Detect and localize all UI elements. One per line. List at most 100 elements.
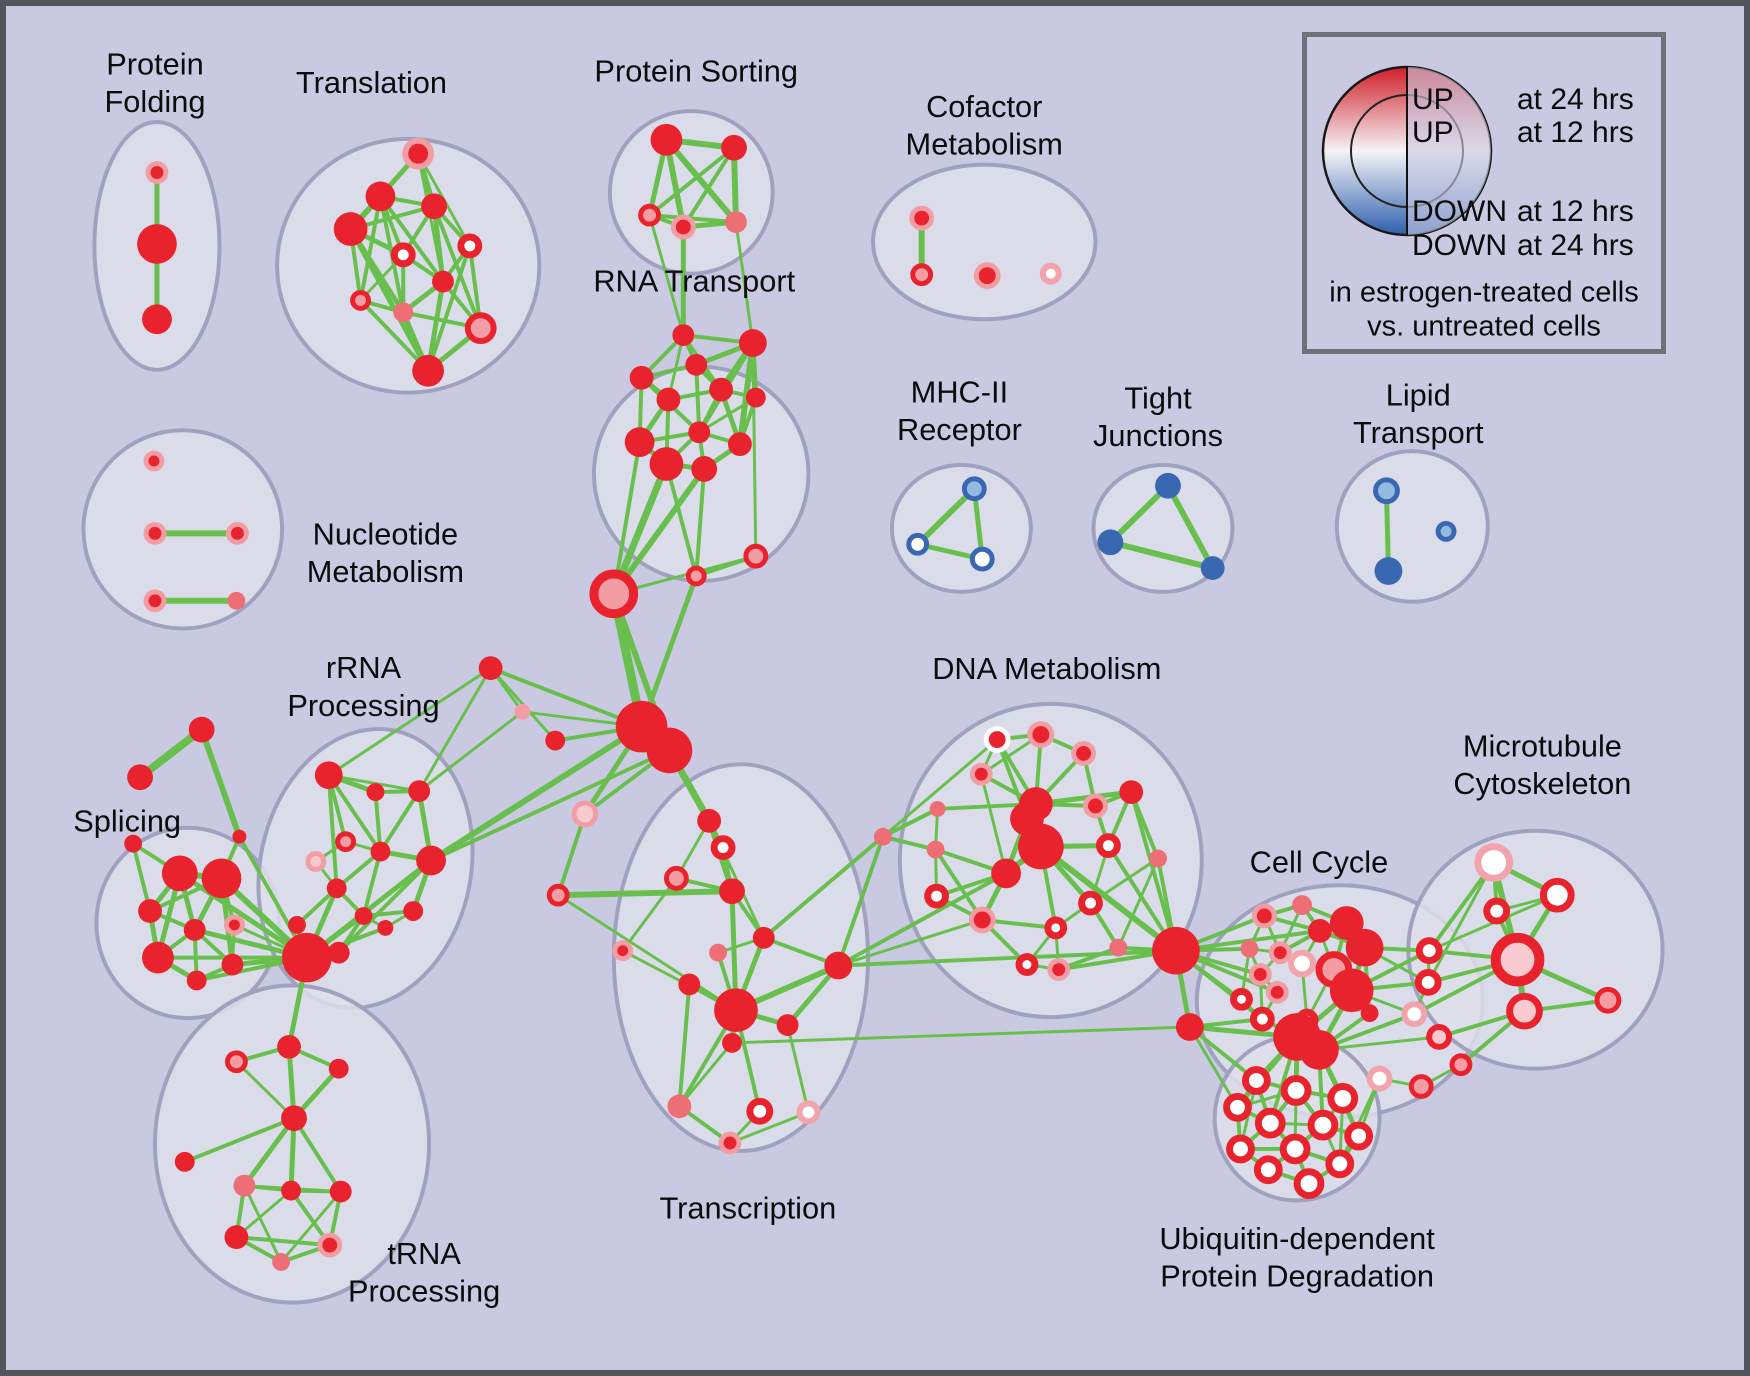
gene-node-50	[138, 899, 162, 923]
gene-node-151	[1254, 1107, 1286, 1139]
legend-down24-word: DOWN	[1412, 229, 1507, 262]
gene-node-152	[1307, 1109, 1339, 1141]
gene-node-9	[432, 270, 454, 293]
gene-node-116	[1152, 926, 1200, 975]
gene-node-6	[421, 193, 447, 220]
gene-node-119	[1292, 895, 1312, 916]
gene-node-158	[1293, 1168, 1325, 1200]
legend-up12-time: at 12 hrs	[1517, 116, 1634, 149]
legend-up24-word: UP	[1412, 83, 1454, 116]
gene-node-117	[1175, 1013, 1204, 1041]
gene-node-64	[416, 845, 446, 876]
edge	[556, 811, 587, 898]
gene-node-122	[1345, 928, 1384, 967]
edge	[1164, 482, 1216, 572]
gene-node-92	[709, 943, 728, 962]
gene-node-169	[1435, 520, 1457, 542]
gene-node-30	[691, 456, 718, 482]
gene-node-65	[326, 878, 347, 899]
gene-node-154	[1226, 1134, 1255, 1164]
gene-node-75	[174, 1151, 195, 1172]
gene-node-145	[1594, 986, 1622, 1014]
gene-node-177	[143, 589, 167, 613]
gene-node-166	[1200, 556, 1225, 580]
gene-node-136	[1415, 937, 1443, 965]
gene-node-62	[305, 851, 327, 872]
gene-node-72	[224, 1050, 248, 1074]
gene-node-2	[142, 304, 172, 335]
gene-node-31	[685, 565, 707, 587]
edge	[336, 858, 434, 955]
gene-node-39	[719, 878, 745, 905]
cluster-label-tight-junctions: Tight Junctions	[1093, 380, 1223, 453]
gene-node-156	[1325, 1149, 1355, 1179]
gene-node-138	[1401, 1001, 1428, 1028]
gene-node-5	[333, 212, 368, 246]
gene-node-90	[718, 1131, 742, 1155]
edge	[1317, 1035, 1441, 1052]
gene-node-76	[233, 1174, 256, 1197]
edge	[358, 298, 431, 373]
cluster-bubble-rrna-processing	[256, 727, 475, 1010]
cluster-label-microtubule-cytoskeleton: Microtubule Cytoskeleton	[1453, 728, 1631, 801]
cluster-label-protein-folding: Protein Folding	[104, 46, 205, 119]
gene-node-94	[874, 827, 892, 846]
gene-node-176	[225, 521, 249, 545]
gene-node-60	[408, 780, 431, 802]
gene-node-102	[1119, 780, 1144, 804]
cluster-label-nucleotide-metabolism: Nucleotide Metabolism	[307, 516, 464, 589]
edge	[610, 465, 708, 597]
edge	[914, 485, 978, 548]
gene-node-157	[1253, 1155, 1283, 1185]
gene-node-56	[124, 834, 143, 853]
edge	[694, 362, 702, 435]
gene-node-160	[1408, 1074, 1434, 1099]
gene-node-85	[776, 1014, 799, 1036]
edge	[677, 982, 692, 1109]
gene-node-159	[1366, 1065, 1393, 1092]
edge	[933, 847, 985, 922]
gene-node-48	[161, 855, 198, 892]
gene-node-42	[571, 800, 599, 828]
edge	[648, 213, 685, 337]
cluster-bubble-lipid-transport	[1334, 449, 1490, 604]
gene-node-163	[969, 546, 995, 572]
gene-node-58	[314, 761, 343, 790]
gene-node-171	[910, 263, 934, 287]
gene-node-11	[393, 302, 414, 323]
gene-node-130	[1249, 1006, 1275, 1032]
gene-node-172	[973, 262, 1001, 290]
cluster-bubble-mhc-ii-receptor	[889, 462, 1033, 594]
edge	[647, 213, 738, 225]
gene-node-120	[1308, 918, 1332, 943]
gene-node-67	[377, 919, 394, 936]
gene-node-55	[186, 970, 207, 991]
gene-node-74	[281, 1105, 307, 1132]
gene-node-131	[1329, 968, 1374, 1013]
edge	[1116, 857, 1160, 950]
gene-node-126	[1288, 949, 1316, 978]
gene-node-47	[232, 829, 247, 844]
edge	[234, 1189, 293, 1239]
gene-node-118	[1251, 903, 1277, 929]
gene-node-135	[1360, 1004, 1379, 1023]
edge	[279, 1190, 343, 1264]
gene-node-109	[1095, 833, 1121, 859]
gene-node-162	[906, 532, 930, 556]
gene-node-10	[350, 290, 371, 311]
gene-node-168	[1374, 557, 1403, 585]
gene-node-178	[227, 591, 246, 610]
gene-node-29	[649, 447, 684, 481]
gene-node-24	[709, 377, 733, 402]
gene-node-36	[697, 808, 722, 833]
gene-node-3	[402, 137, 435, 170]
gene-node-140	[1474, 843, 1514, 882]
edge	[880, 806, 940, 839]
gene-node-15	[721, 134, 747, 161]
gene-node-110	[1149, 849, 1167, 868]
edge	[1037, 843, 1179, 954]
edge	[836, 918, 984, 968]
gene-node-98	[969, 762, 993, 786]
cluster-label-splicing: Splicing	[73, 804, 181, 839]
gene-node-43	[478, 656, 503, 681]
